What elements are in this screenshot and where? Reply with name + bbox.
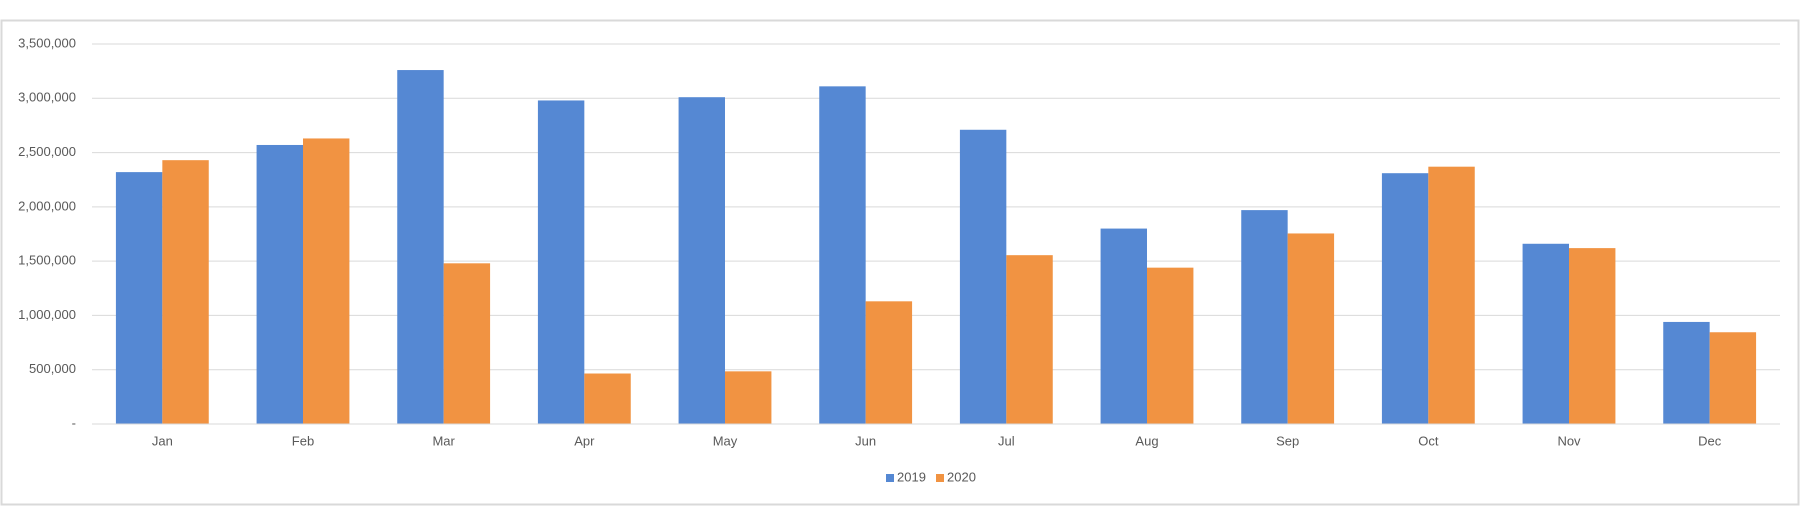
bar	[397, 70, 444, 425]
x-tick-label: Jul	[998, 433, 1015, 448]
y-tick-label: 500,000	[29, 361, 76, 376]
bar	[115, 172, 163, 424]
y-tick-label: 3,500,000	[18, 35, 76, 50]
legend-label: 2020	[947, 469, 976, 484]
x-tick-label: Jan	[152, 433, 173, 448]
x-tick-label: Dec	[1698, 433, 1722, 448]
y-tick-label: 2,000,000	[18, 198, 76, 213]
bar	[819, 86, 866, 424]
bar	[1241, 210, 1288, 424]
bar	[1147, 267, 1194, 424]
bar	[725, 371, 772, 424]
bar	[537, 100, 585, 424]
bar	[1569, 248, 1616, 424]
bar	[1287, 233, 1335, 424]
x-tick-label: Feb	[292, 433, 314, 448]
y-tick-label: 3,000,000	[18, 90, 76, 105]
bar	[1381, 173, 1429, 424]
x-tick-label: Aug	[1135, 433, 1158, 448]
x-tick-label: Sep	[1276, 433, 1299, 448]
y-tick-label: -	[72, 415, 76, 430]
y-tick-label: 1,500,000	[18, 253, 76, 268]
bar	[865, 301, 913, 424]
x-tick-label: Jun	[855, 433, 876, 448]
y-tick-label: 1,000,000	[18, 307, 76, 322]
bar	[1428, 166, 1475, 424]
bar	[678, 97, 725, 424]
bar	[1100, 228, 1147, 424]
legend-swatch	[936, 474, 944, 482]
bar	[584, 373, 631, 424]
legend-label: 2019	[897, 469, 926, 484]
x-tick-label: May	[713, 433, 738, 448]
x-tick-label: Oct	[1418, 433, 1439, 448]
bar	[256, 144, 303, 424]
bar	[162, 160, 209, 424]
bar	[959, 129, 1007, 424]
x-tick-label: Mar	[432, 433, 455, 448]
x-tick-label: Nov	[1557, 433, 1581, 448]
y-tick-label: 2,500,000	[18, 144, 76, 159]
legend-swatch	[886, 474, 894, 482]
bar	[1522, 243, 1569, 424]
x-tick-label: Apr	[574, 433, 595, 448]
bar	[1709, 332, 1757, 424]
bar	[1006, 255, 1053, 424]
bar	[1663, 321, 1710, 424]
bar	[303, 138, 350, 424]
bar	[443, 263, 491, 424]
